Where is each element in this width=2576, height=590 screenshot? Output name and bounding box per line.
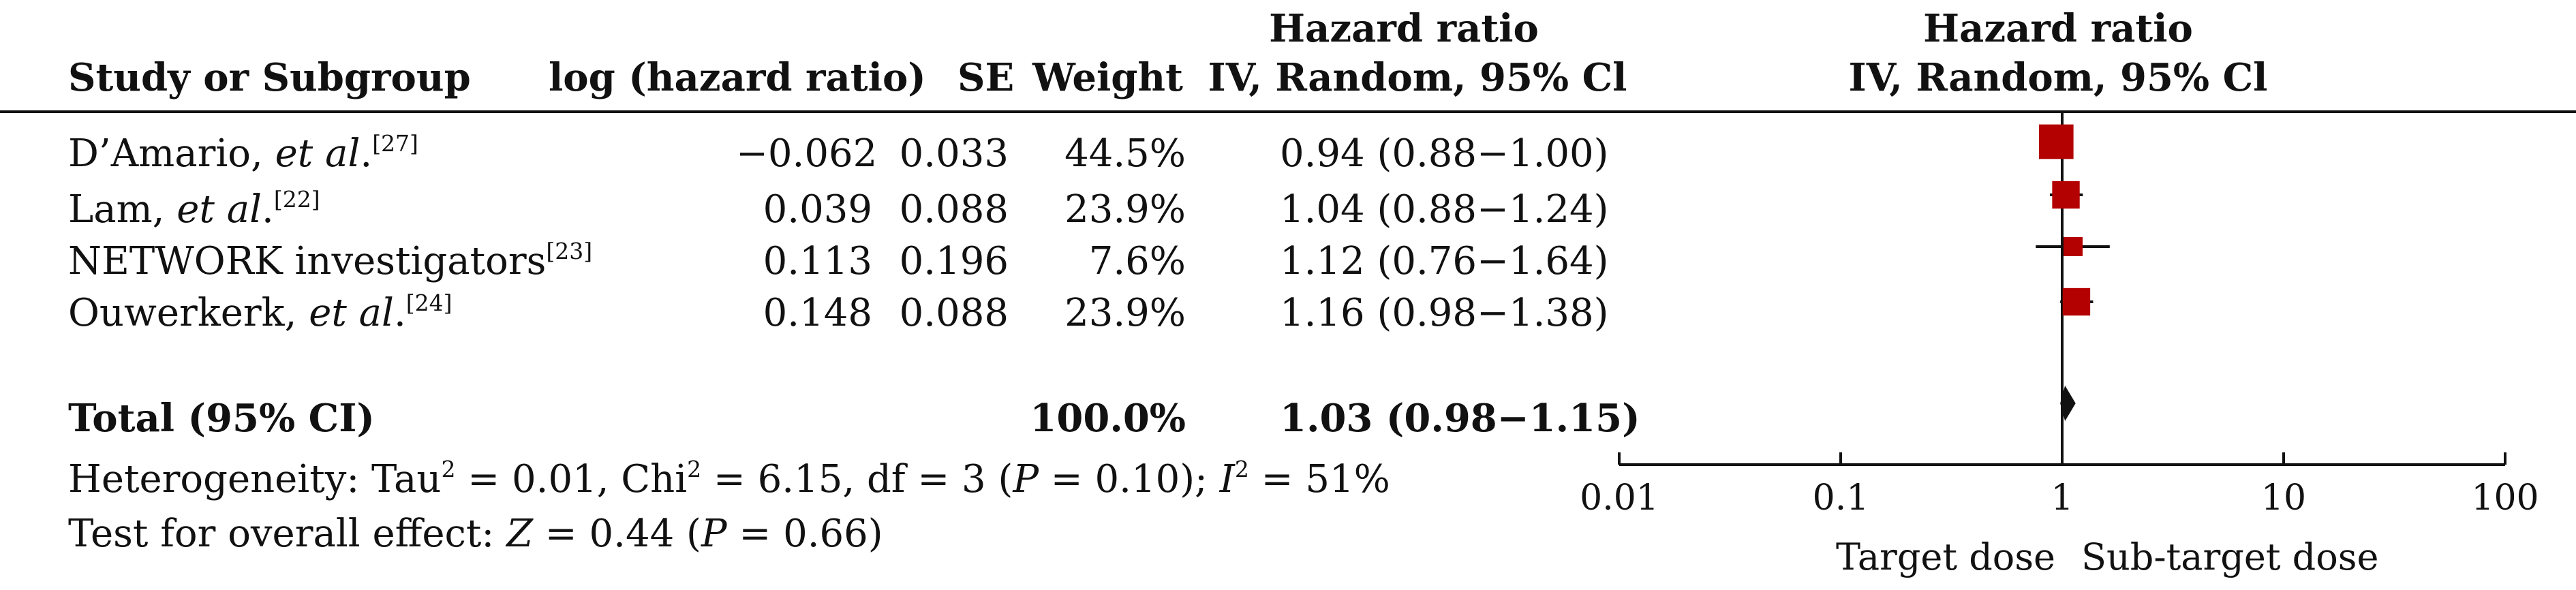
hr-column-header-line1: Hazard ratio: [1269, 6, 1539, 51]
hr-ci-value: 1.16 (0.98−1.38): [1280, 291, 1609, 335]
x-tick-label: 0.1: [1813, 478, 1869, 518]
plot-column-header-line2: IV, Random, 95% Cl: [1848, 55, 2268, 100]
se-value: 0.196: [899, 239, 1009, 283]
effect-marker: [2062, 288, 2091, 316]
weight-value: 7.6%: [1088, 239, 1186, 283]
weight-value: 23.9%: [1064, 187, 1186, 232]
study-name: NETWORK investigators[23]: [68, 238, 593, 283]
se-column-header: SE: [957, 55, 1015, 100]
study-name: Lam, et al.[22]: [68, 186, 320, 232]
axis-label-right: Sub-target dose: [2081, 535, 2378, 578]
hr-ci-value: 0.94 (0.88−1.00): [1280, 131, 1609, 176]
overall-effect-text: Test for overall effect: Z = 0.44 (P = 0…: [68, 512, 883, 556]
pooled-diamond: [2060, 386, 2076, 421]
x-tick-label: 100: [2471, 478, 2539, 518]
study-name: Ouwerkerk, et al.[24]: [68, 290, 453, 335]
effect-marker: [2052, 181, 2080, 209]
hr-ci-value: 1.12 (0.76−1.64): [1280, 239, 1609, 283]
log-hr-value: −0.062: [736, 131, 878, 176]
log-hr-value: 0.148: [763, 291, 872, 335]
se-value: 0.088: [899, 187, 1009, 232]
weight-column-header: Weight: [1032, 55, 1183, 100]
x-tick-label: 1: [2051, 478, 2073, 518]
x-tick-label: 0.01: [1580, 478, 1659, 518]
log-hr-value: 0.039: [763, 187, 872, 232]
se-value: 0.088: [899, 291, 1009, 335]
log-hr-value: 0.113: [763, 239, 872, 283]
heterogeneity-text: Heterogeneity: Tau2 = 0.01, Chi2 = 6.15,…: [68, 456, 1390, 501]
effect-marker: [2064, 237, 2083, 256]
weight-value: 44.5%: [1064, 131, 1186, 176]
x-tick-label: 10: [2261, 478, 2306, 518]
hr-ci-value: 1.04 (0.88−1.24): [1280, 187, 1609, 232]
header-divider: [0, 110, 2576, 113]
total-weight: 100.0%: [1030, 396, 1186, 441]
axis-label-left: Target dose: [1836, 535, 2055, 578]
plot-column-header-line1: Hazard ratio: [1923, 6, 2193, 51]
weight-value: 23.9%: [1064, 291, 1186, 335]
study-column-header: Study or Subgroup: [68, 55, 471, 100]
se-value: 0.033: [899, 131, 1009, 176]
total-label: Total (95% CI): [68, 396, 375, 441]
hr-column-header-line2: IV, Random, 95% Cl: [1208, 55, 1627, 100]
total-hr-ci: 1.03 (0.98−1.15): [1280, 396, 1640, 441]
effect-marker: [2038, 124, 2074, 159]
study-name: D’Amario, et al.[27]: [68, 130, 418, 176]
log-hr-column-header: log (hazard ratio): [549, 55, 926, 100]
